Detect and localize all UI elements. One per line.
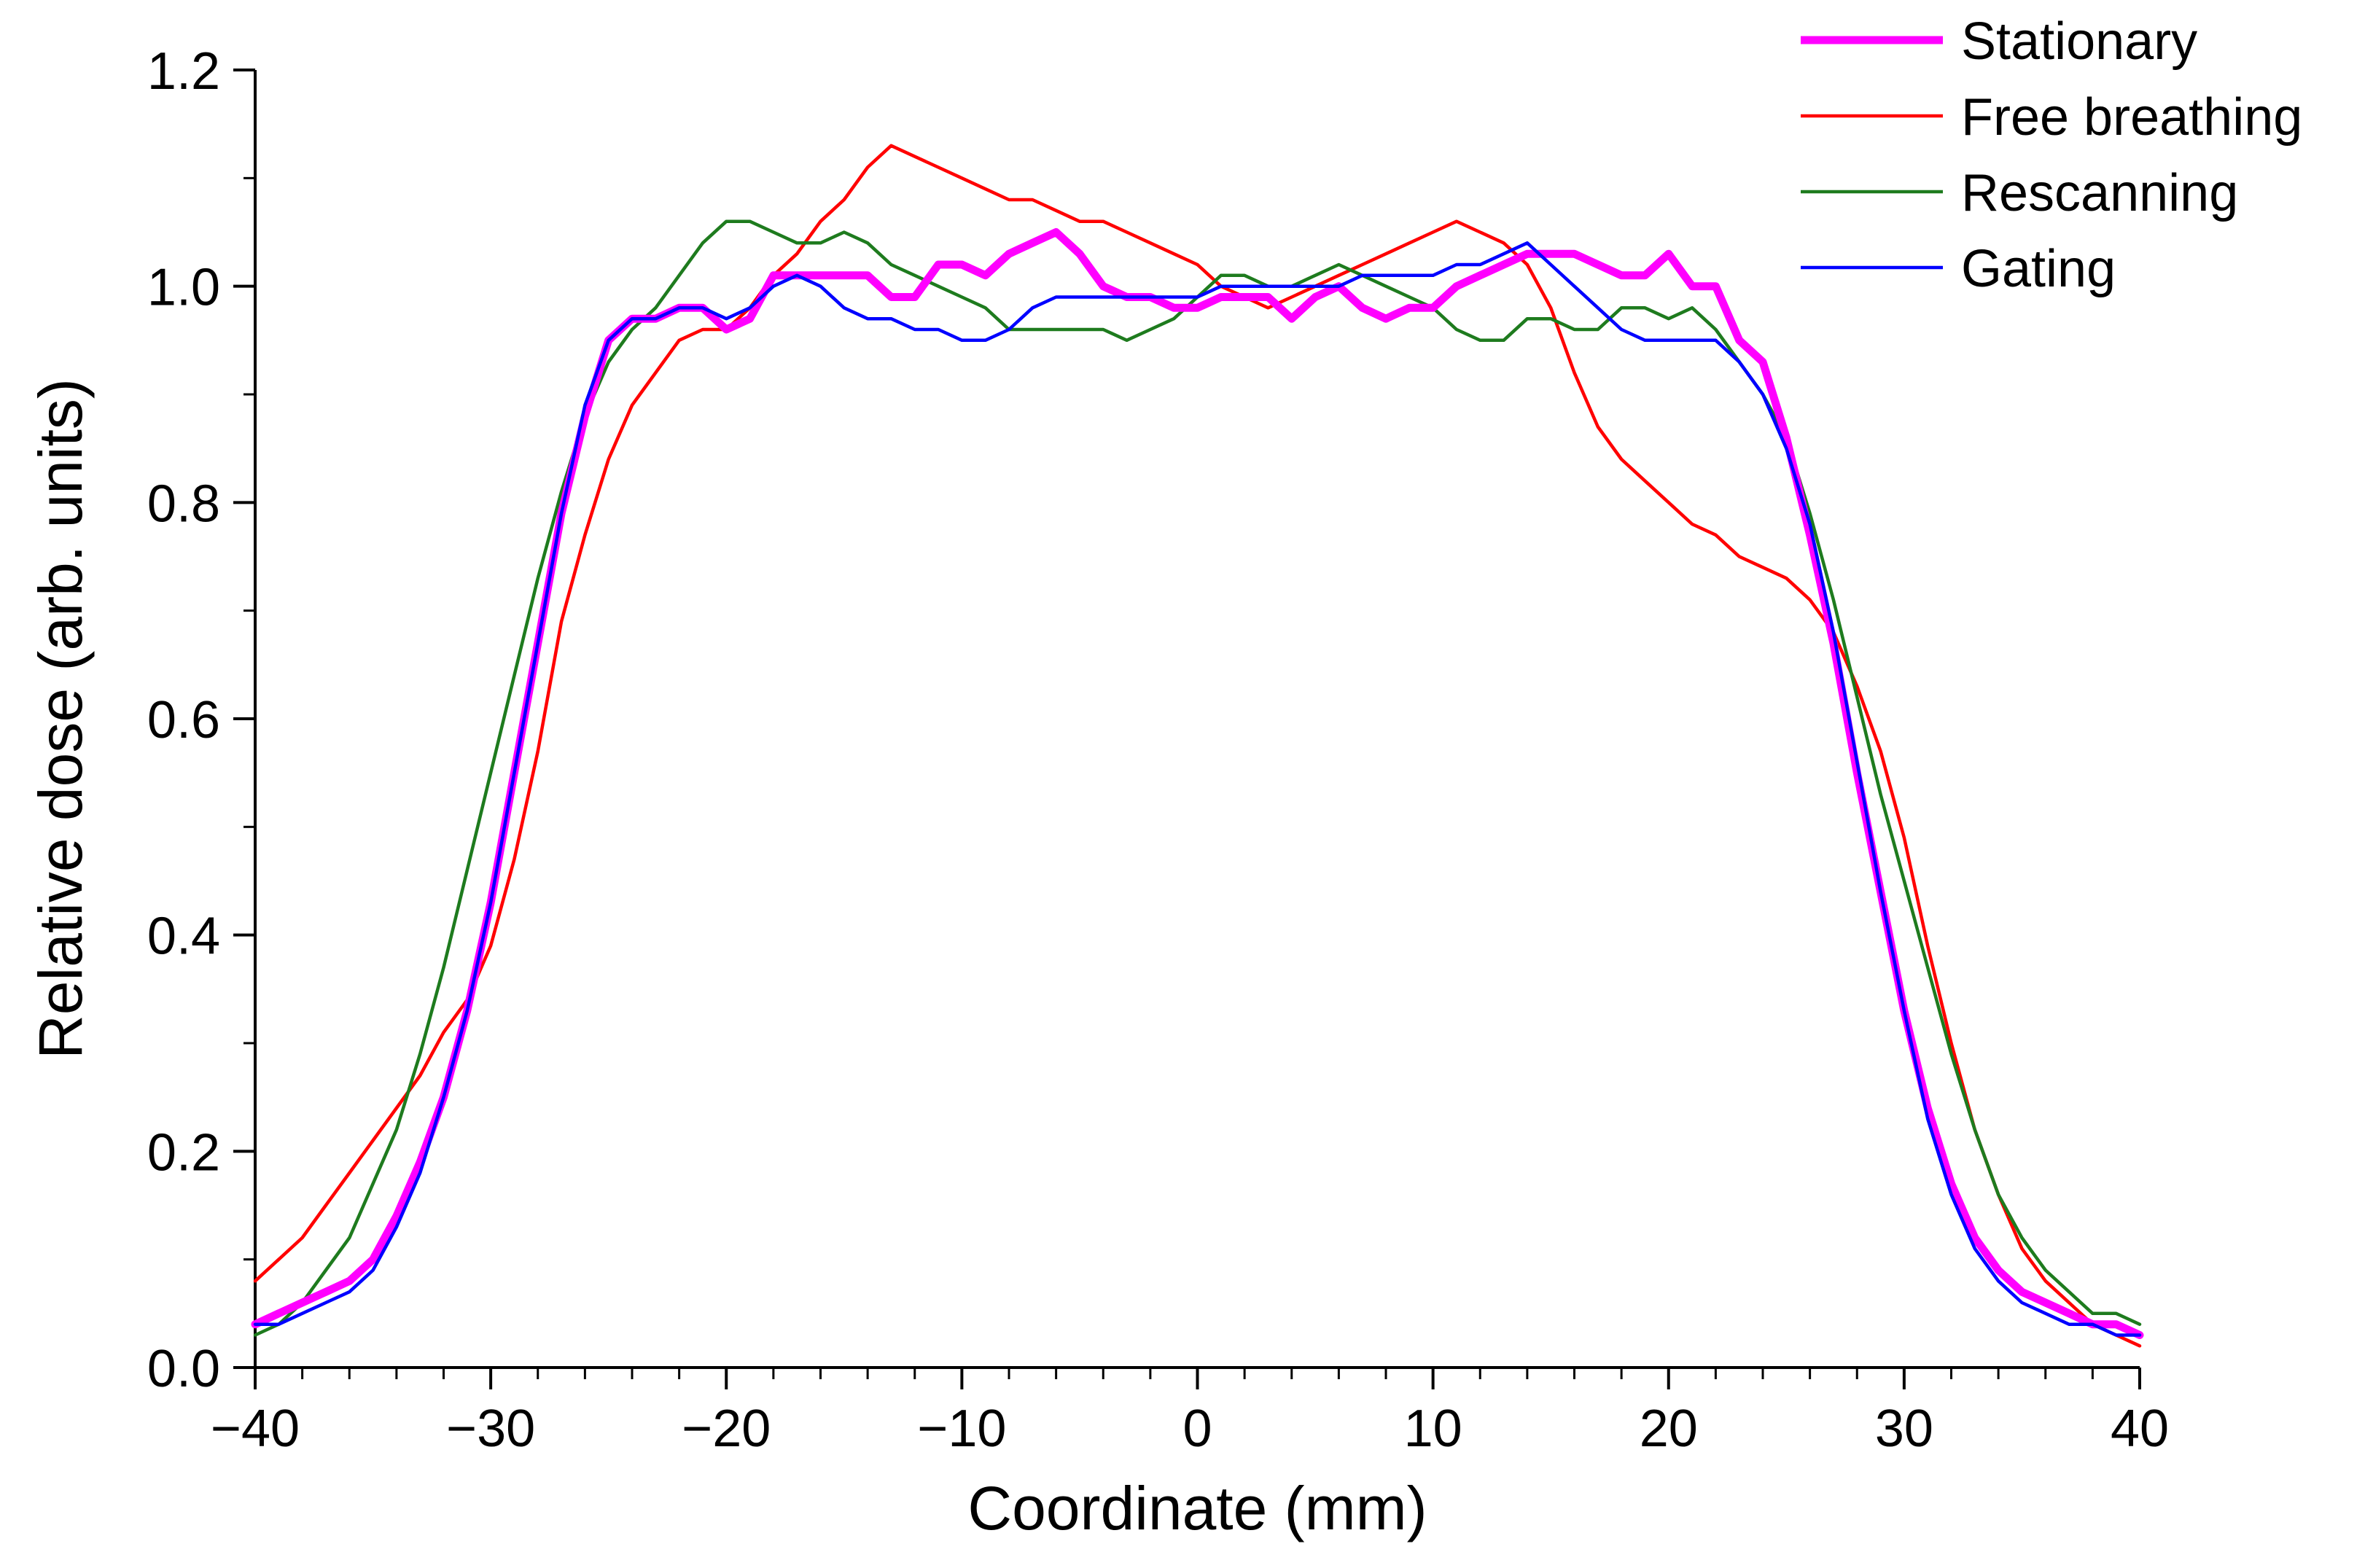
legend-label-free-breathing: Free breathing (1961, 88, 2302, 147)
series-line-free-breathing (253, 144, 2142, 1348)
x-tick-label: −20 (682, 1400, 771, 1458)
x-tick-label: −10 (917, 1400, 1006, 1458)
x-axis-title: Coordinate (mm) (967, 1474, 1427, 1542)
y-tick-label: 0.0 (147, 1340, 220, 1398)
y-tick-label: 0.2 (147, 1123, 220, 1182)
series-line-gating (253, 241, 2142, 1337)
y-tick-label: 1.2 (147, 42, 220, 101)
x-tick-label: 10 (1404, 1400, 1462, 1458)
x-tick-label: 30 (1875, 1400, 1933, 1458)
x-tick-label: −30 (446, 1400, 535, 1458)
legend: Stationary Free breathing Rescanning Gating (1801, 12, 2302, 298)
series-lines (251, 144, 2144, 1348)
y-tick-label: 0.6 (147, 691, 220, 749)
legend-label-rescanning: Rescanning (1961, 164, 2238, 222)
x-tick-label: −40 (211, 1400, 300, 1458)
y-tick-label: 0.8 (147, 475, 220, 533)
legend-label-gating: Gating (1961, 240, 2116, 298)
y-axis-title: Relative dose (arb. units) (26, 378, 95, 1059)
y-tick-label: 0.4 (147, 908, 220, 966)
x-tick-label: 40 (2111, 1400, 2169, 1458)
y-tick-label: 1.0 (147, 259, 220, 317)
x-tick-label: 20 (1640, 1400, 1698, 1458)
legend-label-stationary: Stationary (1961, 12, 2197, 71)
series-line-stationary (251, 228, 2144, 1339)
x-tick-label: 0 (1182, 1400, 1212, 1458)
axes: −40 −30 −20 −10 0 10 20 30 40 0.0 0.2 0.4 0.6 0.8 1.0 1… (147, 42, 2169, 1458)
